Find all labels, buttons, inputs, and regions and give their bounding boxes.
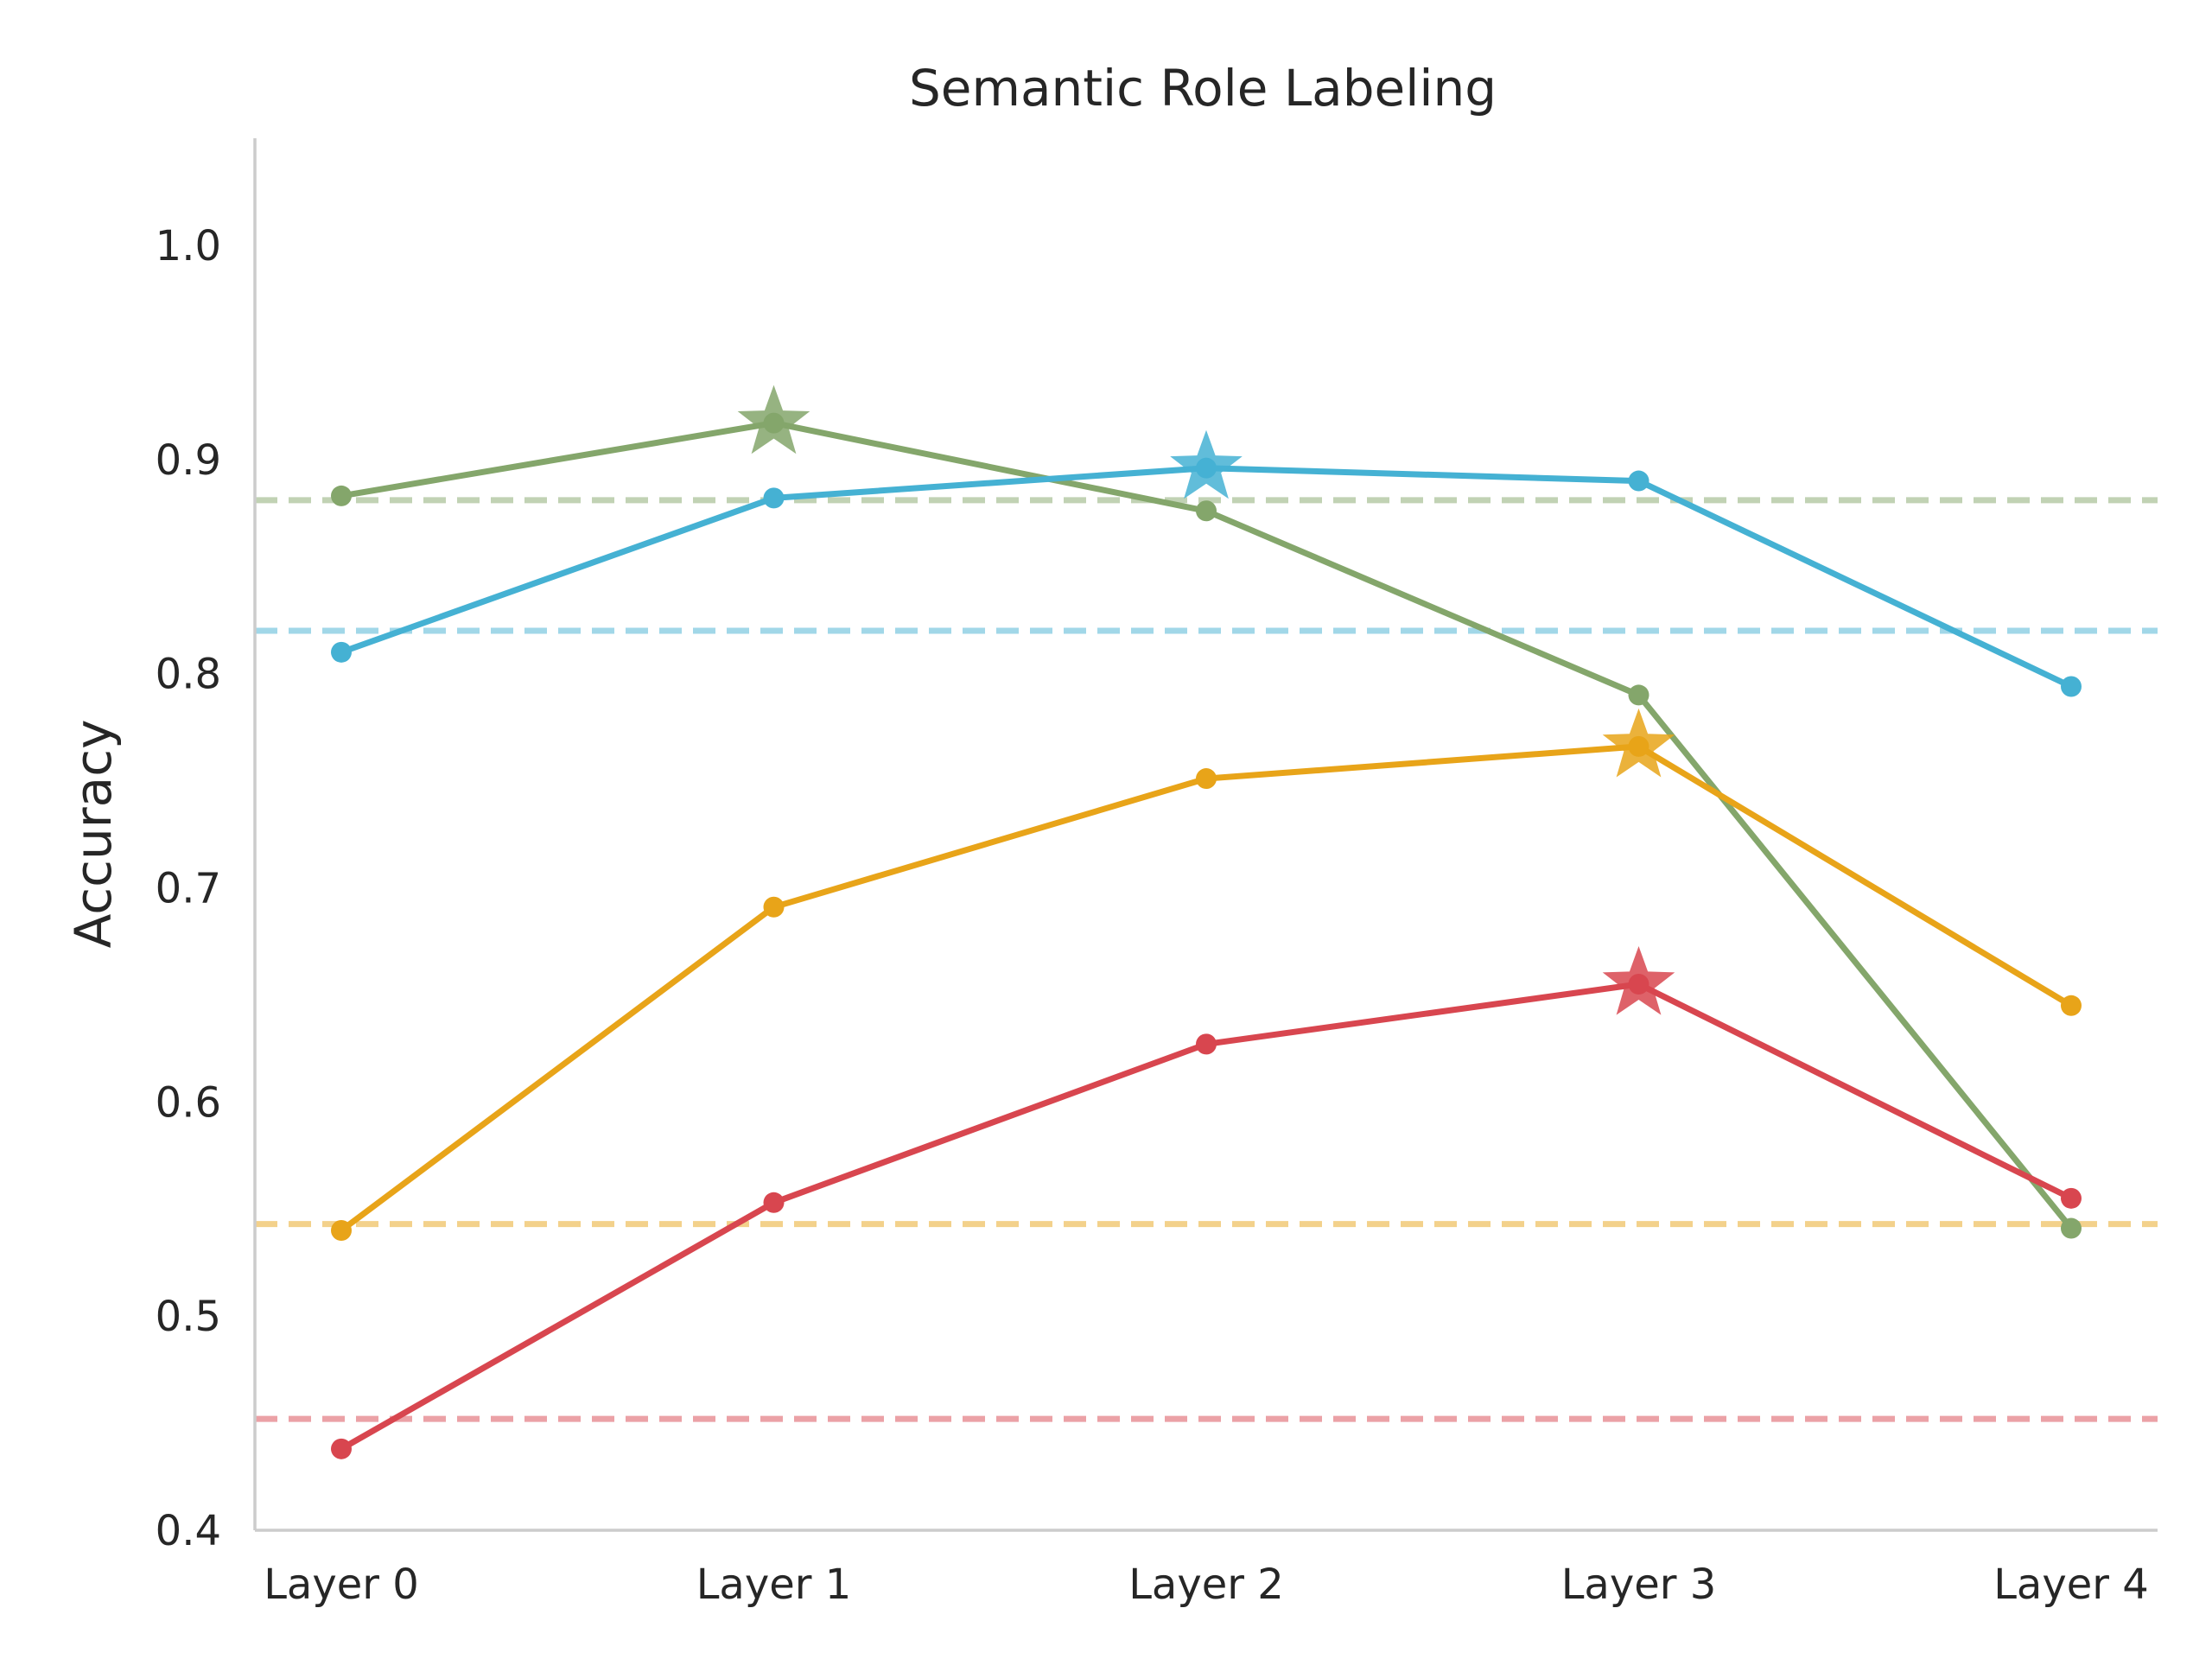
- x-tick-label: Layer 0: [264, 1560, 419, 1609]
- baselines-group: [255, 497, 2158, 1422]
- x-tick-label: Layer 4: [1993, 1560, 2149, 1609]
- best-markers-group: [737, 385, 1675, 1015]
- data-point: [2061, 676, 2082, 697]
- data-point: [331, 1438, 352, 1459]
- x-tick-label: Layer 2: [1128, 1560, 1284, 1609]
- y-tick-label: 0.6: [156, 1078, 221, 1127]
- series-lines-group: [339, 420, 2074, 1452]
- y-axis-label: Accuracy: [64, 720, 123, 949]
- data-point: [1628, 470, 1649, 492]
- data-point: [1628, 684, 1649, 706]
- data-point: [1196, 1033, 1217, 1055]
- data-point: [763, 896, 785, 918]
- y-ticks-group: 0.4 0.5 0.6 0.7 0.8 0.9 1.0: [156, 222, 221, 1555]
- data-point: [1196, 768, 1217, 790]
- y-tick-label: 0.9: [156, 436, 221, 485]
- data-point: [1196, 500, 1217, 522]
- markers-group: [331, 412, 2082, 1459]
- x-tick-label: Layer 1: [696, 1560, 852, 1609]
- data-point: [763, 1192, 785, 1213]
- data-point: [331, 641, 352, 663]
- data-point: [2061, 1187, 2082, 1209]
- data-point: [2061, 1217, 2082, 1239]
- y-tick-label: 0.4: [156, 1507, 221, 1555]
- data-point: [763, 487, 785, 509]
- data-point: [2061, 995, 2082, 1016]
- y-tick-label: 0.5: [156, 1293, 221, 1341]
- best-layer-star: [1170, 429, 1243, 499]
- y-tick-label: 1.0: [156, 222, 221, 270]
- best-layer-star: [1602, 708, 1675, 778]
- best-layer-star: [1602, 946, 1675, 1015]
- x-tick-label: Layer 3: [1561, 1560, 1717, 1609]
- x-ticks-group: Layer 0 Layer 1 Layer 2 Layer 3 Layer 4: [264, 1560, 2149, 1609]
- best-layer-star: [737, 385, 810, 454]
- chart-title: Semantic Role Labeling: [909, 59, 1497, 118]
- data-point: [331, 1220, 352, 1242]
- y-tick-label: 0.8: [156, 651, 221, 699]
- series-line-2: [339, 743, 2073, 1233]
- y-tick-label: 0.7: [156, 864, 221, 912]
- series-line-0: [340, 420, 2074, 1230]
- data-point: [331, 485, 352, 506]
